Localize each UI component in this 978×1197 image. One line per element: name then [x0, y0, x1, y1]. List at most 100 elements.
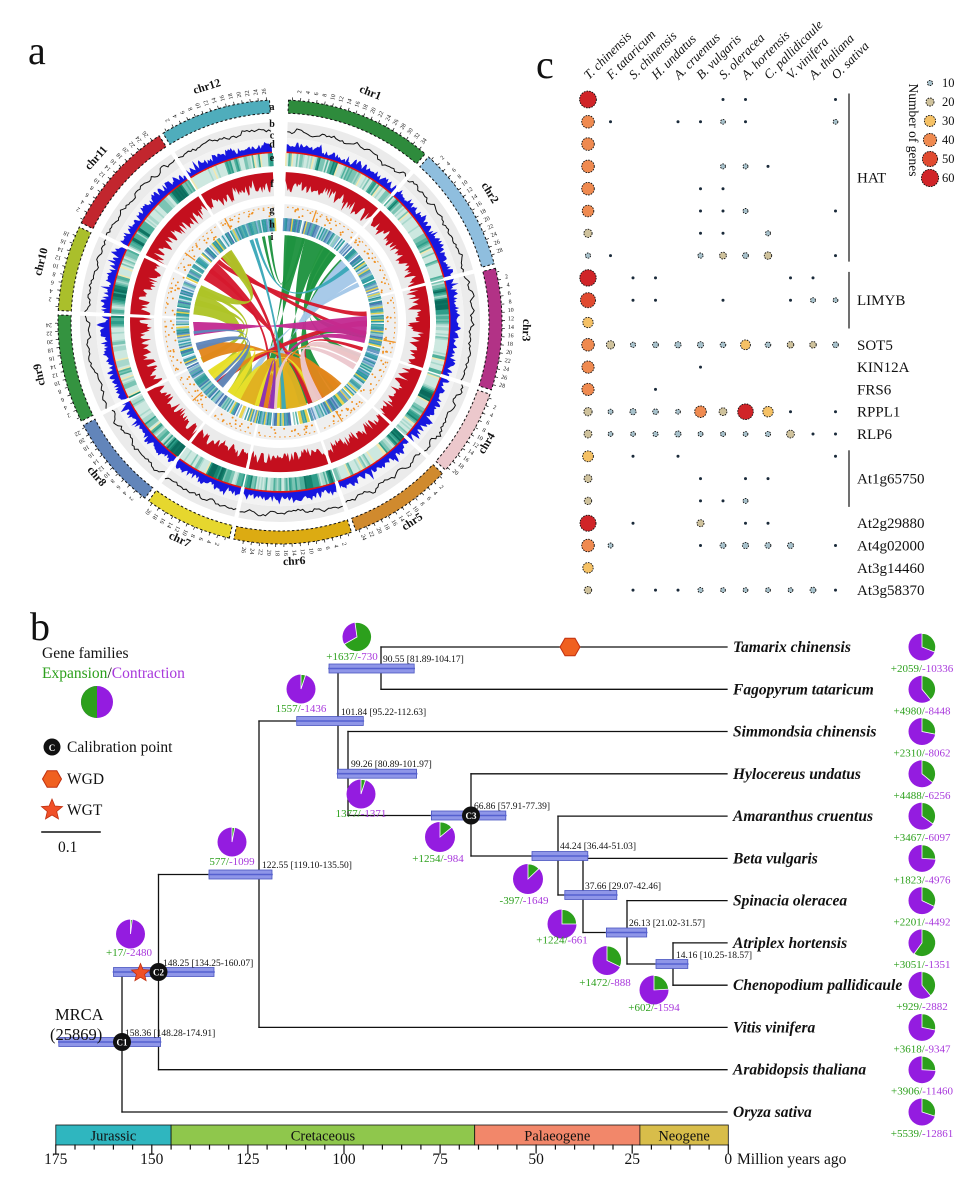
svg-text:Vitis vinifera: Vitis vinifera	[733, 1019, 815, 1036]
svg-text:Oryza sativa: Oryza sativa	[733, 1104, 812, 1121]
svg-text:Neogene: Neogene	[658, 1129, 710, 1145]
svg-text:Million years ago: Million years ago	[737, 1151, 847, 1168]
svg-text:HAT: HAT	[857, 171, 886, 187]
svg-text:+2059/-10336: +2059/-10336	[891, 663, 954, 675]
svg-text:At3g14460: At3g14460	[857, 561, 925, 577]
svg-text:16: 16	[48, 354, 55, 361]
svg-text:1377/-1371: 1377/-1371	[336, 808, 387, 820]
svg-text:175: 175	[44, 1151, 68, 1168]
svg-text:e: e	[270, 153, 275, 164]
svg-text:WGD: WGD	[67, 771, 104, 788]
svg-text:18: 18	[228, 93, 235, 100]
svg-text:+2201/-4492: +2201/-4492	[894, 917, 951, 929]
svg-text:a: a	[270, 102, 275, 113]
svg-text:KIN12A: KIN12A	[857, 360, 910, 376]
svg-text:26: 26	[239, 547, 246, 554]
svg-text:+1637/-730: +1637/-730	[326, 651, 378, 663]
svg-text:chr6: chr6	[283, 555, 306, 568]
svg-text:125: 125	[236, 1151, 260, 1168]
svg-text:MRCA: MRCA	[55, 1005, 104, 1024]
svg-text:50: 50	[528, 1151, 544, 1168]
svg-text:22: 22	[256, 549, 263, 556]
svg-text:14: 14	[50, 363, 57, 370]
svg-text:At1g65750: At1g65750	[857, 472, 925, 488]
svg-text:18: 18	[507, 341, 514, 348]
svg-text:2: 2	[48, 295, 52, 301]
svg-text:75: 75	[432, 1151, 448, 1168]
svg-text:+3051/-1351: +3051/-1351	[894, 959, 951, 971]
svg-text:1557/-1436: 1557/-1436	[276, 703, 327, 715]
svg-text:2: 2	[297, 90, 303, 94]
svg-text:18: 18	[274, 550, 280, 556]
svg-text:b: b	[30, 604, 50, 649]
svg-text:Palaeogene: Palaeogene	[524, 1129, 590, 1145]
svg-text:20: 20	[265, 549, 271, 555]
svg-text:24: 24	[502, 366, 509, 373]
svg-text:Tamarix chinensis: Tamarix chinensis	[733, 639, 851, 656]
svg-text:Cretaceous: Cretaceous	[291, 1129, 356, 1145]
svg-text:24: 24	[46, 321, 52, 327]
svg-text:g: g	[270, 205, 275, 216]
svg-text:Arabidopsis thaliana: Arabidopsis thaliana	[732, 1062, 866, 1079]
svg-text:+602/-1594: +602/-1594	[628, 1002, 680, 1014]
svg-text:24: 24	[253, 89, 260, 96]
svg-text:148.25 [134.25-160.07]: 148.25 [134.25-160.07]	[163, 959, 253, 969]
svg-text:SOT5: SOT5	[857, 338, 893, 354]
svg-text:(25869): (25869)	[50, 1025, 102, 1044]
svg-text:22: 22	[504, 358, 511, 365]
svg-text:8: 8	[508, 299, 511, 305]
svg-text:RLP6: RLP6	[857, 427, 893, 443]
svg-text:Atriplex hortensis: Atriplex hortensis	[732, 935, 847, 952]
svg-text:+4488/-6256: +4488/-6256	[894, 790, 951, 802]
svg-text:Gene families: Gene families	[42, 645, 129, 662]
svg-text:+1472/-888: +1472/-888	[579, 977, 631, 989]
svg-text:12: 12	[508, 316, 514, 322]
svg-text:Simmondsia chinensis: Simmondsia chinensis	[733, 724, 876, 741]
svg-text:C3: C3	[466, 811, 477, 821]
svg-text:+929/-2882: +929/-2882	[896, 1001, 947, 1013]
svg-text:+3618/-9347: +3618/-9347	[894, 1043, 951, 1055]
svg-text:0.1: 0.1	[58, 839, 77, 856]
svg-text:+1224/-661: +1224/-661	[536, 935, 587, 947]
svg-text:26: 26	[262, 88, 268, 94]
svg-text:44.24 [36.44-51.03]: 44.24 [36.44-51.03]	[560, 842, 636, 852]
svg-text:60: 60	[942, 171, 955, 185]
svg-text:30: 30	[942, 114, 955, 128]
svg-text:100: 100	[332, 1151, 356, 1168]
svg-text:10: 10	[942, 76, 955, 90]
svg-text:-397/-1649: -397/-1649	[500, 895, 549, 907]
svg-text:122.55 [119.10-135.50]: 122.55 [119.10-135.50]	[262, 861, 352, 871]
svg-text:577/-1099: 577/-1099	[209, 856, 255, 868]
svg-text:+4980/-8448: +4980/-8448	[894, 705, 951, 717]
svg-text:10: 10	[508, 308, 514, 314]
svg-text:16: 16	[507, 333, 513, 339]
svg-text:99.26 [80.89-101.97]: 99.26 [80.89-101.97]	[351, 760, 432, 770]
svg-text:+1823/-4976: +1823/-4976	[894, 874, 951, 886]
svg-text:20: 20	[506, 350, 513, 357]
svg-text:+1254/-984: +1254/-984	[412, 853, 464, 865]
svg-text:RPPL1: RPPL1	[857, 405, 900, 421]
svg-text:FRS6: FRS6	[857, 382, 892, 398]
svg-text:h: h	[269, 220, 275, 231]
svg-text:C: C	[49, 743, 56, 753]
svg-text:90.55 [81.89-104.17]: 90.55 [81.89-104.17]	[383, 655, 464, 665]
svg-text:18: 18	[47, 346, 54, 353]
svg-text:Amaranthus cruentus: Amaranthus cruentus	[732, 808, 873, 825]
svg-text:c: c	[536, 42, 554, 87]
svg-text:Calibration point: Calibration point	[67, 739, 173, 756]
svg-text:66.86 [57.91-77.39]: 66.86 [57.91-77.39]	[474, 802, 550, 812]
svg-text:22: 22	[46, 330, 52, 336]
svg-text:d: d	[269, 140, 275, 151]
svg-text:C2: C2	[153, 968, 164, 978]
svg-text:At4g02000: At4g02000	[857, 539, 925, 555]
svg-text:25: 25	[624, 1151, 640, 1168]
svg-text:20: 20	[47, 338, 53, 344]
svg-text:40: 40	[942, 133, 955, 147]
svg-text:At2g29880: At2g29880	[857, 516, 925, 532]
svg-text:+17/-2480: +17/-2480	[106, 947, 152, 959]
svg-text:50: 50	[942, 152, 955, 166]
svg-text:Fagopyrum tataricum: Fagopyrum tataricum	[732, 681, 874, 698]
svg-text:37.66 [29.07-42.46]: 37.66 [29.07-42.46]	[585, 882, 661, 892]
svg-text:Spinacia oleracea: Spinacia oleracea	[733, 893, 847, 910]
svg-text:10: 10	[307, 548, 314, 555]
